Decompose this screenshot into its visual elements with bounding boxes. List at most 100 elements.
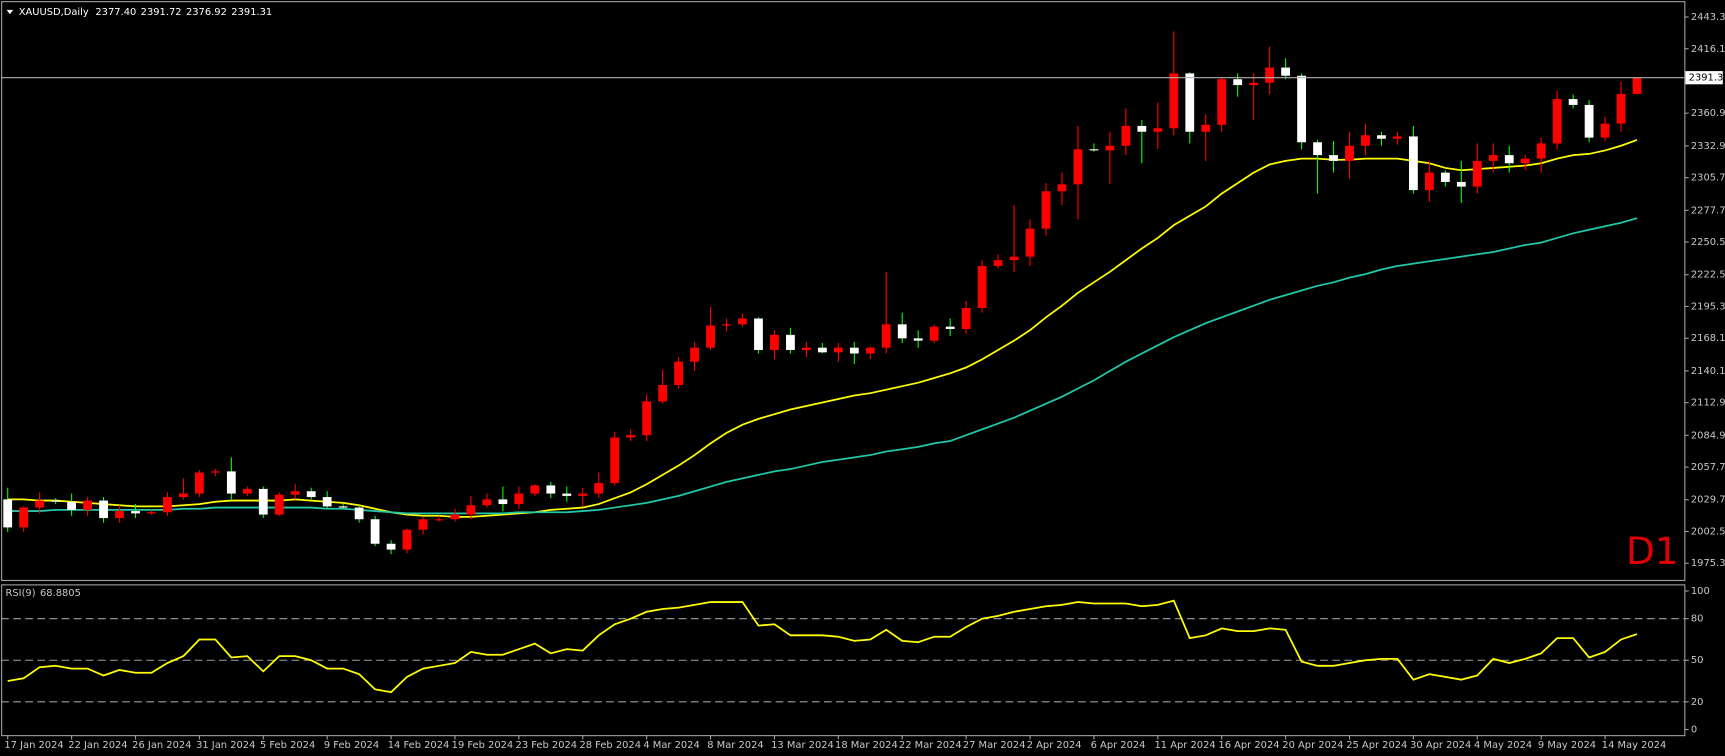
rsi-title: RSI(9) 68.8805 bbox=[6, 588, 81, 599]
y-tick-label: 2002.50 bbox=[1691, 526, 1725, 537]
candle-body bbox=[1552, 99, 1562, 144]
candle-body bbox=[1536, 143, 1546, 159]
candle-body bbox=[1520, 158, 1530, 164]
candle-body bbox=[19, 507, 29, 528]
candle-body bbox=[1057, 184, 1067, 192]
candle-body bbox=[626, 435, 636, 438]
x-tick-label: 23 Feb 2024 bbox=[516, 740, 578, 751]
symbol: XAUUSD,Daily bbox=[19, 7, 89, 18]
candle-body bbox=[338, 506, 348, 508]
candle-body bbox=[466, 505, 476, 515]
y-tick-label: 2140.10 bbox=[1691, 366, 1725, 377]
candle-body bbox=[1249, 82, 1259, 86]
x-tick-label: 30 Apr 2024 bbox=[1410, 740, 1471, 751]
candle-body bbox=[1393, 136, 1402, 139]
candle-body bbox=[1456, 181, 1466, 187]
candle-body bbox=[738, 318, 747, 325]
candle-body bbox=[67, 501, 76, 510]
candle-body bbox=[418, 519, 428, 530]
rsi-line bbox=[7, 599, 1638, 694]
candle-body bbox=[51, 500, 61, 502]
candle-body bbox=[1185, 73, 1195, 132]
candle-body bbox=[546, 485, 556, 494]
candle-body bbox=[1345, 145, 1354, 161]
candle-body bbox=[1265, 67, 1275, 83]
candle-body bbox=[1105, 145, 1115, 151]
x-tick-label: 18 Mar 2024 bbox=[835, 740, 898, 751]
candle-body bbox=[897, 324, 907, 339]
candle-body bbox=[1616, 93, 1626, 124]
y-tick-label: 2443.30 bbox=[1691, 12, 1725, 23]
candle-body bbox=[1504, 155, 1514, 164]
x-tick-label: 4 Mar 2024 bbox=[643, 740, 699, 751]
x-tick-label: 13 Mar 2024 bbox=[771, 740, 834, 751]
candle-body bbox=[1281, 67, 1291, 76]
candle-body bbox=[610, 437, 620, 484]
x-tick-label: 4 May 2024 bbox=[1474, 740, 1532, 751]
candle-body bbox=[1009, 256, 1019, 261]
y-tick-label: 2195.30 bbox=[1691, 301, 1725, 312]
candle-body bbox=[242, 488, 252, 494]
candle-body bbox=[258, 488, 268, 515]
candle-body bbox=[1073, 149, 1083, 185]
candle-body bbox=[1440, 172, 1450, 182]
candle-body bbox=[322, 497, 332, 507]
rsi-last-value: 68.8805 bbox=[40, 588, 81, 599]
x-tick-label: 14 May 2024 bbox=[1602, 740, 1666, 751]
candle-body bbox=[865, 347, 875, 354]
main-panel-frame bbox=[1, 1, 1686, 582]
candle-body bbox=[1361, 135, 1370, 146]
candle-body bbox=[1041, 191, 1051, 229]
x-tick-label: 11 Apr 2024 bbox=[1155, 740, 1216, 751]
x-tick-label: 6 Apr 2024 bbox=[1091, 740, 1146, 751]
candle-body bbox=[1233, 79, 1243, 86]
menu-triangle[interactable] bbox=[6, 9, 14, 15]
candle-body bbox=[1329, 155, 1338, 161]
candle-body bbox=[179, 493, 188, 498]
y-tick-label: 2029.70 bbox=[1691, 495, 1725, 506]
last-high: 2391.72 bbox=[141, 7, 182, 18]
x-tick-label: 5 Feb 2024 bbox=[260, 740, 315, 751]
y-tick-label: 2112.90 bbox=[1691, 398, 1725, 409]
candle-body bbox=[1137, 125, 1147, 132]
x-tick-label: 9 May 2024 bbox=[1538, 740, 1596, 751]
candle-body bbox=[993, 260, 1003, 266]
candle-body bbox=[1632, 77, 1642, 94]
candle-body bbox=[658, 385, 668, 402]
candle-body bbox=[115, 511, 124, 519]
candle-body bbox=[1089, 149, 1099, 151]
candle-body bbox=[770, 334, 779, 351]
y-tick-label: 2250.50 bbox=[1691, 237, 1725, 248]
candle-body bbox=[530, 485, 540, 494]
candle-body bbox=[450, 514, 460, 520]
candle-body bbox=[594, 483, 604, 494]
candle-body bbox=[722, 324, 731, 326]
candle-body bbox=[578, 493, 588, 496]
candle-body bbox=[674, 361, 684, 386]
x-tick-label: 16 Apr 2024 bbox=[1218, 740, 1279, 751]
y-tick-label: 2360.90 bbox=[1691, 108, 1725, 119]
y-tick-label: 2332.90 bbox=[1691, 141, 1725, 152]
candle-body bbox=[1297, 75, 1306, 143]
candle-body bbox=[929, 326, 939, 341]
x-tick-label: 8 Mar 2024 bbox=[707, 740, 763, 751]
x-tick-label: 22 Mar 2024 bbox=[899, 740, 962, 751]
candle-body bbox=[977, 265, 987, 308]
candle-body bbox=[1600, 123, 1610, 138]
y-tick-label: 2222.50 bbox=[1691, 270, 1725, 281]
candle-body bbox=[163, 497, 172, 513]
candle-body bbox=[1169, 73, 1179, 129]
candle-body bbox=[1488, 155, 1498, 161]
header: XAUUSD,Daily 2377.40 2391.72 2376.92 2391.31 bbox=[19, 7, 272, 18]
candle-body bbox=[1025, 228, 1035, 257]
candle-body bbox=[3, 499, 13, 528]
candle-body bbox=[226, 471, 236, 494]
candle-body bbox=[354, 507, 364, 520]
x-tick-label: 31 Jan 2024 bbox=[196, 740, 255, 751]
y-tick-label: 80 bbox=[1691, 614, 1704, 625]
y-tick-label: 100 bbox=[1691, 586, 1710, 597]
y-tick-label: 2416.10 bbox=[1691, 44, 1725, 55]
